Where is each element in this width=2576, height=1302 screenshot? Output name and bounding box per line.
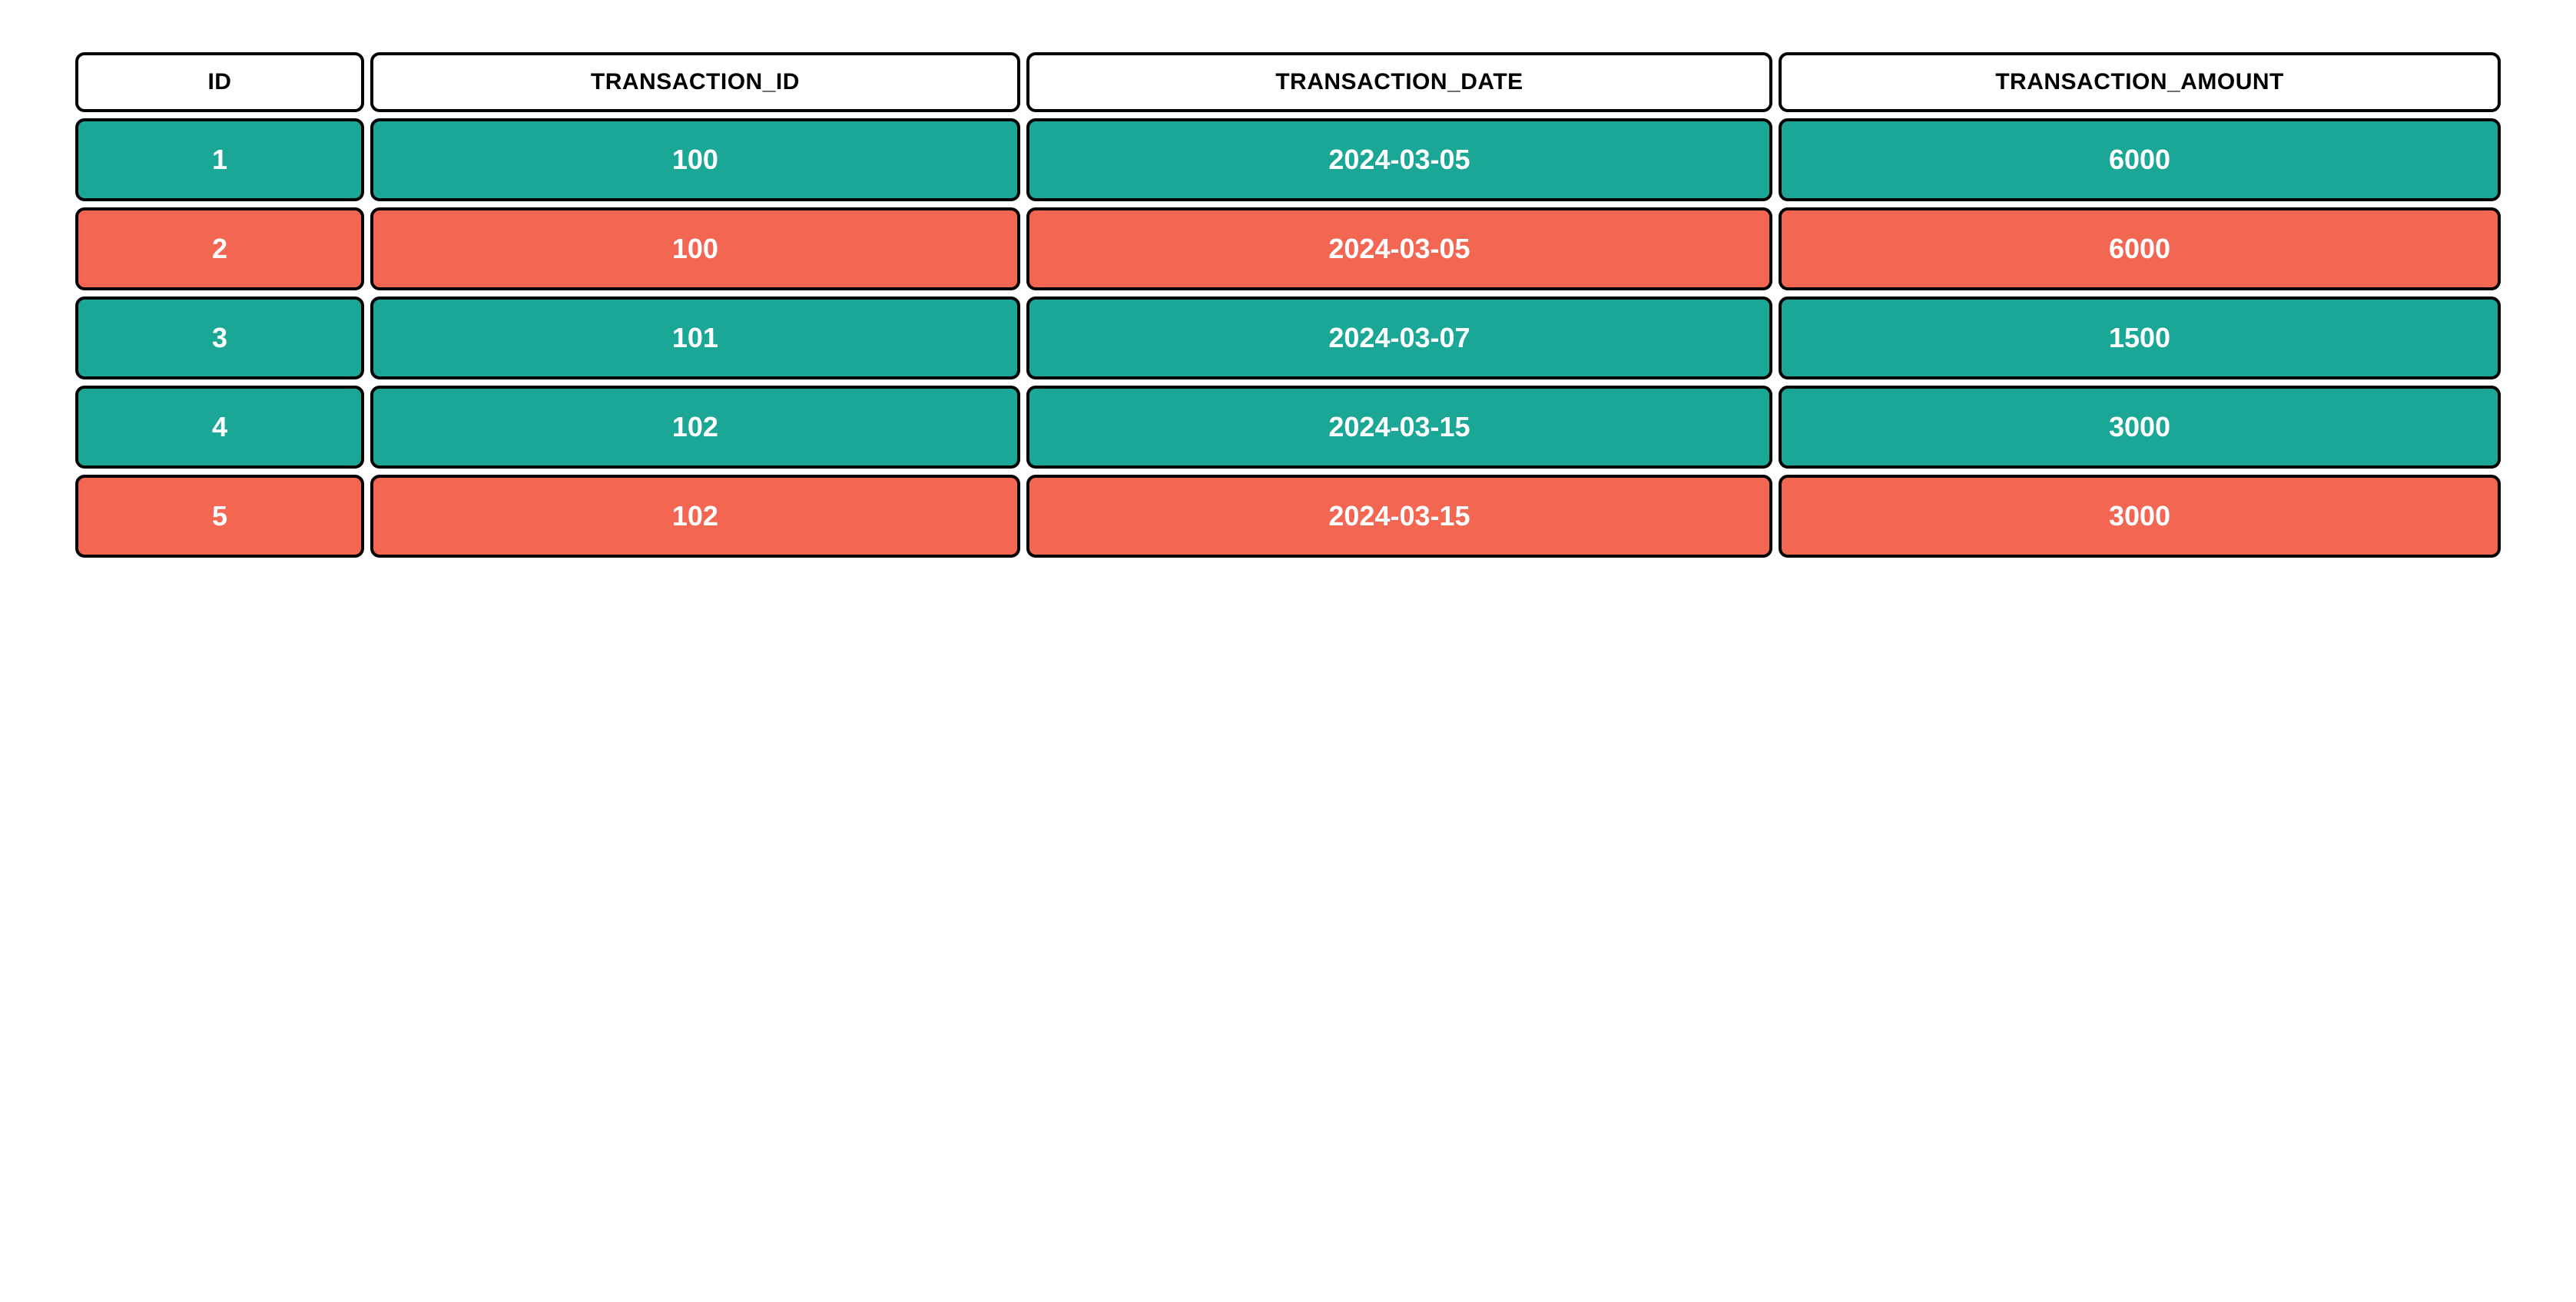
table-row: 51022024-03-153000 — [75, 475, 2501, 558]
cell-transaction_amount: 3000 — [1779, 475, 2501, 558]
table-row: 11002024-03-056000 — [75, 118, 2501, 201]
transactions-table: IDTRANSACTION_IDTRANSACTION_DATETRANSACT… — [69, 46, 2507, 564]
table-container: IDTRANSACTION_IDTRANSACTION_DATETRANSACT… — [0, 0, 2576, 610]
cell-transaction_id: 102 — [370, 386, 1020, 469]
column-header-transaction_amount: TRANSACTION_AMOUNT — [1779, 52, 2501, 112]
cell-id: 4 — [75, 386, 364, 469]
column-header-transaction_date: TRANSACTION_DATE — [1026, 52, 1772, 112]
table-row: 31012024-03-071500 — [75, 297, 2501, 379]
column-header-id: ID — [75, 52, 364, 112]
cell-id: 5 — [75, 475, 364, 558]
cell-transaction_id: 100 — [370, 118, 1020, 201]
cell-transaction_id: 100 — [370, 207, 1020, 290]
cell-transaction_date: 2024-03-15 — [1026, 475, 1772, 558]
cell-transaction_amount: 6000 — [1779, 207, 2501, 290]
cell-id: 1 — [75, 118, 364, 201]
cell-id: 3 — [75, 297, 364, 379]
cell-transaction_id: 102 — [370, 475, 1020, 558]
table-body: 11002024-03-05600021002024-03-0560003101… — [75, 118, 2501, 558]
cell-transaction_date: 2024-03-05 — [1026, 118, 1772, 201]
cell-transaction_amount: 6000 — [1779, 118, 2501, 201]
cell-id: 2 — [75, 207, 364, 290]
cell-transaction_date: 2024-03-15 — [1026, 386, 1772, 469]
cell-transaction_date: 2024-03-05 — [1026, 207, 1772, 290]
table-row: 41022024-03-153000 — [75, 386, 2501, 469]
column-header-transaction_id: TRANSACTION_ID — [370, 52, 1020, 112]
table-header: IDTRANSACTION_IDTRANSACTION_DATETRANSACT… — [75, 52, 2501, 112]
table-header-row: IDTRANSACTION_IDTRANSACTION_DATETRANSACT… — [75, 52, 2501, 112]
cell-transaction_amount: 3000 — [1779, 386, 2501, 469]
table-row: 21002024-03-056000 — [75, 207, 2501, 290]
cell-transaction_amount: 1500 — [1779, 297, 2501, 379]
cell-transaction_date: 2024-03-07 — [1026, 297, 1772, 379]
cell-transaction_id: 101 — [370, 297, 1020, 379]
